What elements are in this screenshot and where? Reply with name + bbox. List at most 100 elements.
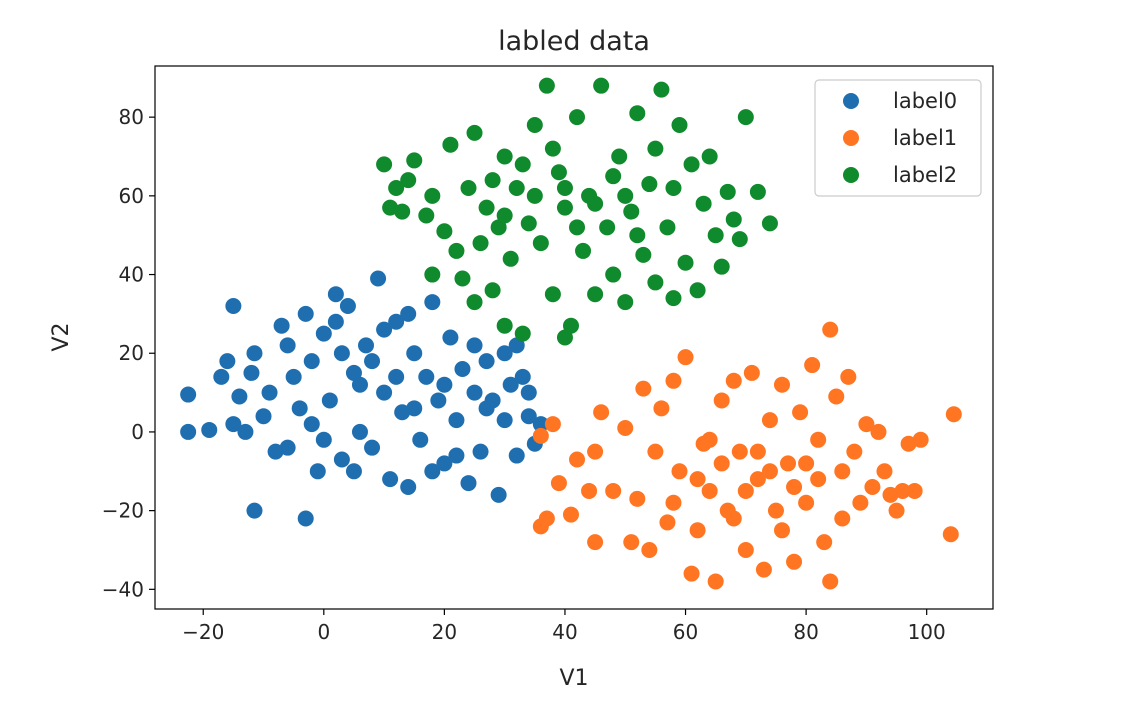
data-point-label1 [593, 404, 610, 421]
data-point-label2 [496, 207, 513, 224]
series-label0 [180, 270, 549, 527]
data-point-label1 [683, 565, 700, 582]
legend-box [814, 79, 982, 197]
data-point-label2 [508, 179, 525, 196]
y-tick-label: 0 [131, 420, 144, 444]
data-point-label2 [713, 258, 730, 275]
data-point-label2 [520, 215, 537, 232]
data-point-label2 [605, 168, 622, 185]
data-point-label2 [526, 117, 543, 134]
data-point-label0 [436, 376, 453, 393]
data-point-label0 [520, 408, 537, 425]
data-point-label0 [261, 384, 278, 401]
data-point-label0 [478, 400, 495, 417]
data-point-label1 [647, 443, 664, 460]
data-point-label1 [731, 443, 748, 460]
y-tick-label: −40 [102, 577, 144, 601]
data-point-label2 [376, 156, 393, 173]
data-point-label0 [246, 345, 263, 362]
data-point-label2 [394, 203, 411, 220]
series-label1 [532, 321, 962, 590]
data-point-label1 [665, 372, 682, 389]
data-point-label1 [689, 471, 706, 488]
data-point-label0 [520, 384, 537, 401]
x-axis-label: V1 [559, 666, 588, 691]
data-point-label0 [466, 337, 483, 354]
data-point-label0 [339, 298, 356, 315]
data-point-label2 [466, 124, 483, 141]
data-point-label0 [279, 439, 296, 456]
data-point-label2 [647, 140, 664, 157]
data-point-label1 [773, 522, 790, 539]
data-point-label2 [424, 266, 441, 283]
data-point-label1 [822, 573, 839, 590]
data-point-label1 [798, 494, 815, 511]
y-tick-label: 40 [119, 263, 144, 287]
data-point-label2 [418, 207, 435, 224]
y-axis-ticks: −40 −20 0 20 40 60 80 [102, 105, 155, 601]
data-point-label1 [798, 455, 815, 472]
data-point-label2 [388, 179, 405, 196]
data-point-label2 [472, 235, 489, 252]
data-point-label2 [587, 195, 604, 212]
data-point-label1 [605, 482, 622, 499]
data-point-label2 [659, 219, 676, 236]
data-point-label1 [677, 349, 694, 366]
data-point-label0 [478, 353, 495, 370]
data-point-label0 [225, 298, 242, 315]
data-point-label2 [575, 242, 592, 259]
data-point-label0 [490, 486, 507, 503]
data-point-label1 [945, 406, 962, 423]
data-point-label2 [538, 77, 555, 94]
data-point-label2 [665, 290, 682, 307]
data-point-label0 [237, 423, 254, 440]
data-point-label0 [454, 360, 471, 377]
data-point-label2 [587, 286, 604, 303]
data-point-label1 [840, 368, 857, 385]
data-point-label1 [870, 423, 887, 440]
data-point-label2 [562, 317, 579, 334]
data-point-label0 [285, 368, 302, 385]
data-point-label2 [629, 105, 646, 122]
data-point-label1 [689, 522, 706, 539]
data-point-label2 [424, 187, 441, 204]
data-point-label0 [394, 404, 411, 421]
data-point-label1 [852, 494, 869, 511]
data-point-label1 [725, 372, 742, 389]
data-point-label0 [460, 475, 477, 492]
data-point-label2 [653, 81, 670, 98]
data-point-label2 [556, 199, 573, 216]
data-point-label2 [544, 286, 561, 303]
data-point-label1 [761, 412, 778, 429]
legend-marker-label1 [843, 130, 859, 146]
data-point-label1 [834, 510, 851, 527]
data-point-label2 [719, 183, 736, 200]
legend-entry-label1: label1 [843, 126, 957, 150]
data-point-label0 [508, 447, 525, 464]
data-point-label2 [605, 266, 622, 283]
y-tick-label: −20 [102, 499, 144, 523]
data-point-label1 [623, 534, 640, 551]
data-point-label2 [629, 227, 646, 244]
data-point-label1 [786, 479, 803, 496]
y-axis-label: V2 [49, 322, 74, 351]
data-point-label2 [647, 274, 664, 291]
data-point-label0 [315, 431, 332, 448]
data-point-label2 [556, 179, 573, 196]
data-point-label0 [466, 384, 483, 401]
legend-label2: label2 [893, 163, 957, 187]
data-point-label1 [900, 435, 917, 452]
data-point-label0 [430, 392, 447, 409]
data-point-label1 [641, 541, 658, 558]
data-point-label2 [611, 148, 628, 165]
x-tick-label: 40 [552, 620, 577, 644]
y-tick-label: 80 [119, 105, 144, 129]
data-point-label1 [544, 416, 561, 433]
data-point-label2 [593, 77, 610, 94]
data-point-label0 [532, 416, 549, 433]
data-point-label1 [810, 431, 827, 448]
data-point-label0 [345, 364, 362, 381]
data-point-label0 [231, 388, 248, 405]
data-point-label0 [400, 479, 417, 496]
